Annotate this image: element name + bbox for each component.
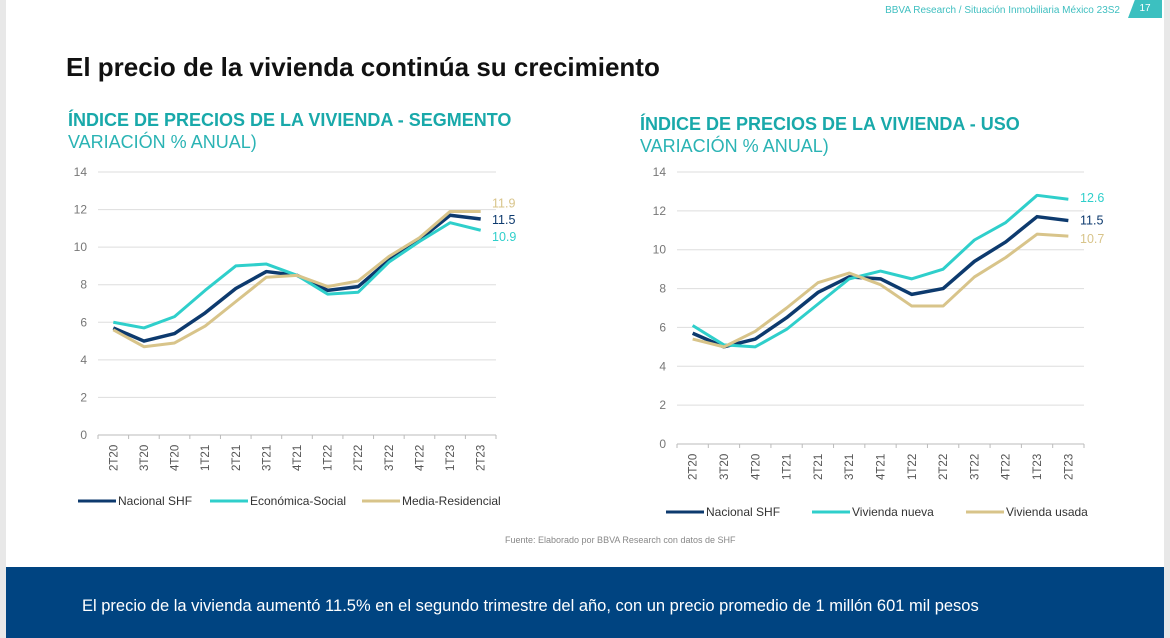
x-tick-label: 4T20 bbox=[170, 445, 182, 471]
report-header: BBVA Research / Situación Inmobiliaria M… bbox=[885, 5, 1120, 16]
footer-banner: El precio de la vivienda aumentó 11.5% e… bbox=[6, 567, 1164, 638]
page-title: El precio de la vivienda continúa su cre… bbox=[66, 52, 660, 82]
chart-1-heading: ÍNDICE DE PRECIOS DE LA VIVIENDA - SEGME… bbox=[68, 109, 511, 153]
end-data-label: 12.6 bbox=[1080, 191, 1104, 205]
x-tick-label: 2T21 bbox=[813, 454, 825, 480]
x-tick-label: 4T21 bbox=[292, 445, 304, 471]
series-line-1 bbox=[691, 214, 1069, 349]
x-tick-label: 1T21 bbox=[782, 454, 794, 480]
footer-text: El precio de la vivienda aumentó 11.5% e… bbox=[82, 597, 979, 615]
legend-label: Económica-Social bbox=[250, 494, 346, 508]
y-tick-label: 14 bbox=[653, 165, 667, 179]
y-tick-label: 14 bbox=[74, 165, 88, 179]
x-tick-label: 1T22 bbox=[907, 454, 919, 480]
end-data-label: 11.5 bbox=[492, 213, 515, 227]
y-tick-label: 2 bbox=[659, 398, 666, 412]
x-tick-label: 3T20 bbox=[719, 454, 731, 480]
x-tick-label: 2T20 bbox=[108, 445, 120, 471]
x-tick-label: 3T21 bbox=[844, 454, 856, 480]
x-tick-label: 3T21 bbox=[261, 445, 273, 471]
chart-1-title: ÍNDICE DE PRECIOS DE LA VIVIENDA - SEGME… bbox=[68, 110, 512, 130]
x-tick-label: 1T22 bbox=[323, 445, 335, 471]
y-tick-label: 12 bbox=[653, 204, 667, 218]
x-tick-label: 1T21 bbox=[200, 445, 212, 471]
x-tick-label: 2T20 bbox=[688, 454, 700, 480]
x-tick-label: 3T20 bbox=[139, 445, 151, 471]
y-tick-label: 10 bbox=[74, 240, 88, 254]
y-tick-label: 4 bbox=[80, 353, 87, 367]
y-tick-label: 8 bbox=[659, 282, 666, 296]
y-tick-label: 6 bbox=[80, 315, 87, 329]
series-line-2 bbox=[691, 193, 1069, 349]
x-tick-label: 4T21 bbox=[876, 454, 888, 480]
end-data-label: 10.9 bbox=[492, 230, 516, 244]
x-tick-label: 3T22 bbox=[384, 445, 396, 471]
x-tick-label: 2T23 bbox=[1063, 454, 1075, 480]
x-tick-label: 2T22 bbox=[353, 445, 365, 471]
chart-1-subtitle: VARIACIÓN % ANUAL) bbox=[68, 132, 257, 152]
series-line-3 bbox=[692, 232, 1069, 349]
legend-label: Nacional SHF bbox=[706, 505, 780, 519]
source-note: Fuente: Elaborado por BBVA Research con … bbox=[505, 535, 736, 545]
legend-label: Media-Residencial bbox=[402, 494, 501, 508]
series-line-3 bbox=[112, 209, 481, 349]
legend-label: Vivienda usada bbox=[1006, 505, 1088, 519]
end-data-label: 11.5 bbox=[1080, 214, 1103, 228]
x-tick-label: 2T22 bbox=[938, 454, 950, 480]
chart-2-heading: ÍNDICE DE PRECIOS DE LA VIVIENDA - USO VA… bbox=[640, 113, 1020, 157]
chart-2-subtitle: VARIACIÓN % ANUAL) bbox=[640, 136, 829, 156]
y-tick-label: 6 bbox=[659, 320, 666, 334]
x-tick-label: 2T21 bbox=[231, 445, 243, 471]
legend-label: Vivienda nueva bbox=[852, 505, 934, 519]
x-tick-label: 3T22 bbox=[969, 454, 981, 480]
legend-label: Nacional SHF bbox=[118, 494, 192, 508]
end-data-label: 11.9 bbox=[492, 196, 515, 210]
x-tick-label: 1T23 bbox=[445, 445, 457, 471]
x-tick-label: 1T23 bbox=[1032, 454, 1044, 480]
y-tick-label: 8 bbox=[80, 278, 87, 292]
y-tick-label: 0 bbox=[80, 428, 87, 442]
y-tick-label: 12 bbox=[74, 203, 88, 217]
end-data-label: 10.7 bbox=[1080, 232, 1104, 246]
x-tick-label: 4T22 bbox=[1001, 454, 1013, 480]
x-tick-label: 2T23 bbox=[476, 445, 488, 471]
y-tick-label: 10 bbox=[653, 243, 667, 257]
x-tick-label: 4T22 bbox=[414, 445, 426, 471]
y-tick-label: 2 bbox=[80, 390, 87, 404]
y-tick-label: 4 bbox=[659, 359, 666, 373]
x-tick-label: 4T20 bbox=[750, 454, 762, 480]
y-tick-label: 0 bbox=[659, 437, 666, 451]
chart-2-title: ÍNDICE DE PRECIOS DE LA VIVIENDA - USO bbox=[640, 114, 1020, 134]
page-number: 17 bbox=[1128, 0, 1162, 18]
